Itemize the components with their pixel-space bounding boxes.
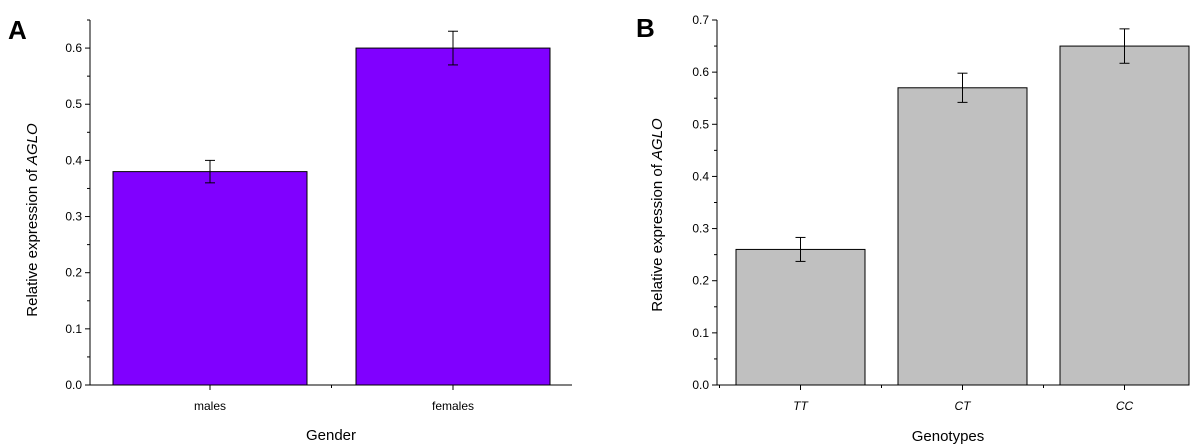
panel-a-y-tick-label: 0.4 <box>65 153 82 167</box>
panel-a-y-tick-label: 0.5 <box>65 97 82 111</box>
panel-a-error-bars <box>205 30 458 184</box>
panel-a-letter: A <box>8 15 27 45</box>
panel-a-x-ticks: males females <box>194 385 474 413</box>
panel-a-x-tick-label-males: males <box>194 399 226 413</box>
panel-b-x-axis-title: Genotypes <box>912 428 985 445</box>
panel-a-y-tick-label: 0.6 <box>65 41 82 55</box>
panel-b-y-tick-label: 0.5 <box>692 117 709 131</box>
panel-b-y-axis-gene: AGLO <box>649 118 666 161</box>
panel-b-y-tick-label: 0.6 <box>692 65 709 79</box>
panel-b-bar-CT <box>897 87 1028 386</box>
panel-b-y-tick-label: 0.3 <box>692 222 709 236</box>
panel-a-x-axis-title: Gender <box>306 427 356 444</box>
panel-a-bar-males <box>112 171 308 386</box>
panel-a-y-axis-title-text: Relative expression of <box>24 165 41 317</box>
panel-a-y-tick-label: 0.0 <box>65 378 82 392</box>
panel-b-y-tick-label: 0.1 <box>692 326 709 340</box>
panel-b-x-tick-label-CT: CT <box>955 399 973 413</box>
panel-b-y-axis-title: Relative expression of AGLO <box>649 118 666 312</box>
panel-b-y-ticks: 0.0 0.1 0.2 0.3 0.4 0.5 0.6 0.7 <box>692 13 717 392</box>
panel-a-y-axis-title: Relative expression of AGLO <box>24 123 41 317</box>
panel-b-y-axis-title-text: Relative expression of <box>649 160 666 312</box>
panel-a-chart: A 0.0 0.1 0.2 0.3 0.4 0.5 0.6 males females Gen… <box>8 15 572 444</box>
panel-a-y-ticks: 0.0 0.1 0.2 0.3 0.4 0.5 0.6 <box>65 19 90 392</box>
panel-a-bar-females <box>355 47 551 386</box>
panel-b-y-tick-label: 0.0 <box>692 378 709 392</box>
panel-a-y-tick-label: 0.3 <box>65 210 82 224</box>
panel-b-y-tick-label: 0.2 <box>692 274 709 288</box>
panel-b-bar-TT <box>735 248 866 386</box>
panel-a-y-tick-label: 0.2 <box>65 266 82 280</box>
panel-a-x-tick-label-females: females <box>432 399 474 413</box>
panel-b-y-tick-label: 0.7 <box>692 13 709 27</box>
panel-b-x-tick-label-TT: TT <box>793 399 809 413</box>
panel-b-letter: B <box>636 13 655 43</box>
panel-b-chart: B 0.0 0.1 0.2 0.3 0.4 0.5 0.6 0.7 TT CT CC Genoty… <box>636 13 1190 445</box>
panel-b-x-tick-label-CC: CC <box>1116 399 1134 413</box>
panel-b-error-bars <box>795 28 1130 262</box>
panel-a-y-tick-label: 0.1 <box>65 322 82 336</box>
panel-a-y-axis-gene: AGLO <box>24 123 41 166</box>
panel-a-bars <box>112 47 551 386</box>
panel-b-x-ticks: TT CT CC <box>719 385 1134 413</box>
panel-b-y-tick-label: 0.4 <box>692 169 709 183</box>
panel-b-bar-CC <box>1059 45 1190 386</box>
